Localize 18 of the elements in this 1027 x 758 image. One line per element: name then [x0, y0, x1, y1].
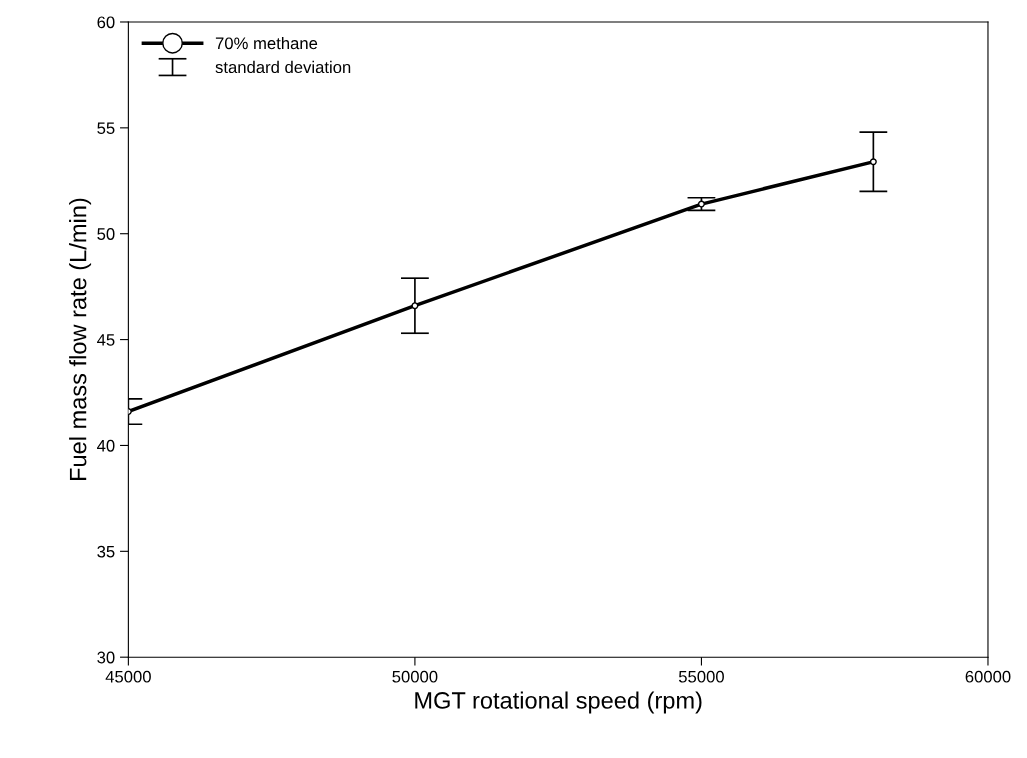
y-tick-label: 40 [97, 439, 115, 452]
x-tick-label: 60000 [965, 670, 1011, 683]
y-tick-label: 35 [97, 545, 115, 558]
point [869, 158, 877, 166]
y-tick-label: 45 [97, 334, 115, 346]
y-tick-label: 30 [97, 651, 115, 664]
x-tick-label: 50000 [392, 670, 438, 683]
point [411, 302, 419, 310]
x-axis-title: MGT rotational speed (rpm) [415, 691, 702, 714]
legend-label: 70% methane [215, 36, 318, 50]
y-tick-label: 55 [97, 122, 115, 135]
y-tick-label: 60 [97, 16, 115, 29]
point [697, 200, 705, 208]
x-tick-label: 45000 [105, 670, 151, 683]
y-tick-label: 50 [97, 228, 115, 240]
y-axis-title: Fuel mass flow rate (L/min) [69, 198, 92, 480]
x-tick-label: 55000 [678, 670, 724, 683]
annotation: standard deviation [215, 60, 351, 74]
